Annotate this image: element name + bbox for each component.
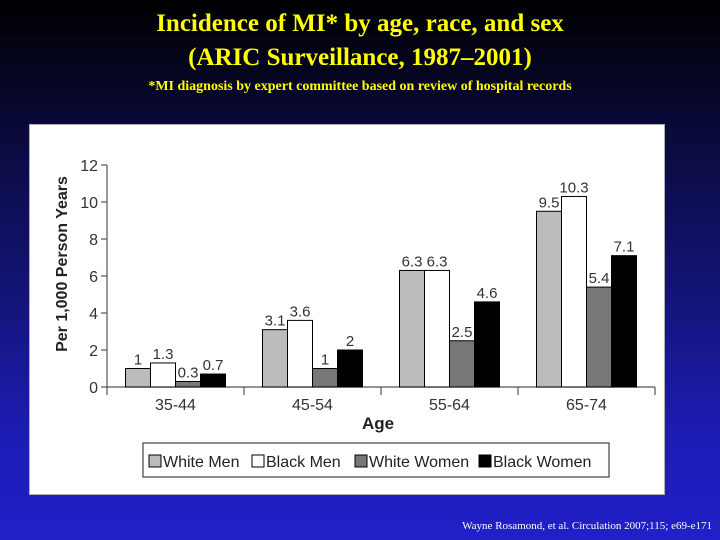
legend: White Men Black Men White Women Black Women [142,442,610,478]
bar-white-women [586,286,612,388]
bar-black-men [287,319,313,388]
bar-value-label: 1.3 [153,346,174,363]
bar-value-label: 0.7 [203,357,224,374]
y-tick-label: 0 [89,380,98,397]
bar-white-women [449,340,475,388]
legend-swatch [251,454,265,468]
y-tick-label: 8 [89,232,98,249]
bar-value-label: 2 [346,333,354,350]
bar-value-label: 3.6 [290,303,311,320]
bar-white-men [399,269,425,388]
bars [125,195,637,388]
chart-panel: 0 2 4 6 8 10 12 35-44 45-54 55-64 65-74 1 1.3 0.3 0.… [29,124,665,495]
legend-label: Black Men [266,454,341,471]
citation: Wayne Rosamond, et al. Circulation 2007;… [462,520,712,532]
legend-swatch [478,454,492,468]
y-axis: 0 2 4 6 8 10 12 [80,158,108,397]
slide-subtitle: *MI diagnosis by expert committee based … [148,79,572,94]
bar-black-men [561,195,587,388]
slide-title-line-2: (ARIC Surveillance, 1987–2001) [188,44,532,71]
bar-black-women [474,301,500,388]
bar-value-label: 0.3 [178,364,199,381]
y-tick-label: 10 [80,195,98,212]
legend-label: White Women [369,454,469,471]
bar-black-women [611,255,637,388]
bar-black-women [200,373,226,388]
slide-title-line-1: Incidence of MI* by age, race, and sex [156,10,564,37]
bar-value-label: 6.3 [427,253,448,270]
bar-value-label: 10.3 [559,179,588,196]
y-tick-label: 4 [89,306,98,323]
bar-value-label: 1 [321,352,329,369]
legend-swatch [148,454,162,468]
bar-white-women [175,380,201,388]
bar-black-men [150,362,176,388]
bar-value-label: 9.5 [539,194,560,211]
bar-value-label: 2.5 [452,324,473,341]
bar-value-label: 3.1 [265,313,286,330]
bar-white-men [262,329,288,388]
x-tick-label: 65-74 [566,397,607,414]
x-tick-label: 45-54 [292,397,333,414]
y-tick-label: 12 [80,158,98,175]
bar-value-label: 6.3 [402,253,423,270]
bar-value-label: 1 [134,352,142,369]
bar-black-men [424,269,450,388]
y-axis-label: Per 1,000 Person Years [54,176,71,352]
x-tick-label: 35-44 [155,397,196,414]
legend-label: Black Women [493,454,591,471]
bar-white-men [125,368,151,388]
bar-value-label: 7.1 [614,239,635,256]
y-tick-label: 6 [89,269,98,286]
bar-value-label: 5.4 [589,270,610,287]
x-axis-label: Age [362,414,394,433]
legend-label: White Men [163,454,239,471]
y-tick-label: 2 [89,343,98,360]
x-tick-label: 55-64 [429,397,470,414]
bar-white-women [312,368,338,388]
bar-white-men [536,210,562,388]
legend-swatch [354,454,368,468]
x-axis: 35-44 45-54 55-64 65-74 [106,386,656,414]
legend-box [142,442,610,478]
bar-black-women [337,349,363,388]
bar-value-label: 4.6 [477,285,498,302]
